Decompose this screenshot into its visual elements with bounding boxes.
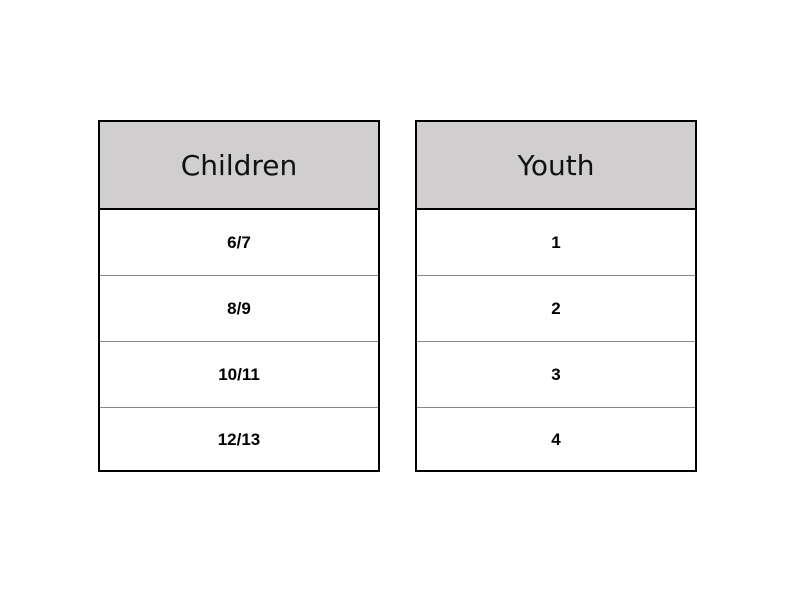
table-row: 3 <box>417 342 695 408</box>
table-row: 8/9 <box>100 276 378 342</box>
table-header: Children <box>100 122 378 210</box>
youth-table: Youth 1 2 3 4 <box>415 120 697 472</box>
table-row: 4 <box>551 430 561 449</box>
table-row: 6/7 <box>100 210 378 276</box>
table-row: 12/13 <box>217 430 261 449</box>
table-header: Youth <box>417 122 695 210</box>
table-row: 10/11 <box>100 342 378 408</box>
table-row: 2 <box>417 276 695 342</box>
children-table: Children 6/7 8/9 10/11 12/13 <box>98 120 380 472</box>
table-row: 1 <box>417 210 695 276</box>
